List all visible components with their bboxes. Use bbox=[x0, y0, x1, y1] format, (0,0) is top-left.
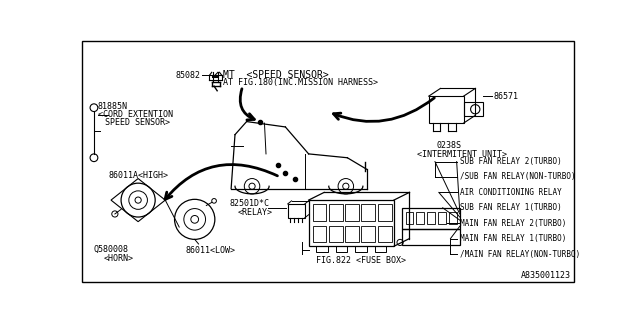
Bar bbox=[428, 212, 435, 224]
Text: <RELAY>: <RELAY> bbox=[237, 208, 273, 217]
Text: AT FIG.180(INC.MISSION HARNESS>: AT FIG.180(INC.MISSION HARNESS> bbox=[223, 78, 378, 87]
Bar bbox=[362, 226, 375, 243]
Bar bbox=[288, 204, 305, 218]
Bar bbox=[463, 102, 483, 116]
Bar bbox=[345, 204, 359, 221]
Text: 85082: 85082 bbox=[176, 71, 201, 80]
Text: 86571: 86571 bbox=[493, 92, 518, 101]
Text: A835001123: A835001123 bbox=[520, 271, 571, 280]
Text: 82501D*C: 82501D*C bbox=[230, 199, 269, 208]
Text: <CORD EXTENTION: <CORD EXTENTION bbox=[98, 110, 173, 119]
Bar bbox=[312, 226, 326, 243]
Bar bbox=[402, 208, 460, 229]
Text: MAIN FAN RELAY 2(TURBO): MAIN FAN RELAY 2(TURBO) bbox=[460, 219, 566, 228]
Text: FIG.822 <FUSE BOX>: FIG.822 <FUSE BOX> bbox=[316, 256, 406, 265]
Bar bbox=[362, 204, 375, 221]
Bar bbox=[355, 246, 367, 252]
Bar bbox=[329, 204, 343, 221]
Text: <INTERMITENT UNIT>: <INTERMITENT UNIT> bbox=[417, 150, 507, 159]
Bar bbox=[378, 204, 392, 221]
Text: 86011<LOW>: 86011<LOW> bbox=[186, 245, 236, 254]
Bar bbox=[417, 212, 424, 224]
Text: SUB FAN RELAY 2(TURBO): SUB FAN RELAY 2(TURBO) bbox=[460, 157, 561, 166]
Bar bbox=[308, 200, 394, 246]
Text: SPEED SENSOR>: SPEED SENSOR> bbox=[105, 118, 170, 127]
Text: /SUB FAN RELAY(NON-TURBO): /SUB FAN RELAY(NON-TURBO) bbox=[460, 172, 575, 181]
Text: SUB FAN RELAY 1(TURBO): SUB FAN RELAY 1(TURBO) bbox=[460, 203, 561, 212]
Text: 81885N: 81885N bbox=[98, 101, 128, 110]
Text: <HORN>: <HORN> bbox=[103, 254, 133, 263]
Bar bbox=[402, 229, 460, 245]
Bar bbox=[374, 246, 386, 252]
Bar bbox=[378, 226, 392, 243]
Text: Q580008: Q580008 bbox=[94, 245, 129, 254]
Bar bbox=[345, 226, 359, 243]
Text: /MAIN FAN RELAY(NON-TURBO): /MAIN FAN RELAY(NON-TURBO) bbox=[460, 250, 580, 259]
Bar bbox=[329, 226, 343, 243]
Bar bbox=[336, 246, 348, 252]
Text: AIR CONDITIONING RELAY: AIR CONDITIONING RELAY bbox=[460, 188, 561, 197]
Text: 86011A<HIGH>: 86011A<HIGH> bbox=[109, 171, 169, 180]
Text: 0238S: 0238S bbox=[436, 141, 461, 150]
Text: MT  <SPEED SENSOR>: MT <SPEED SENSOR> bbox=[223, 70, 329, 80]
Bar bbox=[406, 212, 413, 224]
Bar bbox=[312, 204, 326, 221]
Bar bbox=[429, 96, 463, 123]
Text: MAIN FAN RELAY 1(TURBO): MAIN FAN RELAY 1(TURBO) bbox=[460, 234, 566, 243]
Bar bbox=[449, 212, 457, 224]
Bar bbox=[316, 246, 328, 252]
Bar bbox=[438, 212, 446, 224]
